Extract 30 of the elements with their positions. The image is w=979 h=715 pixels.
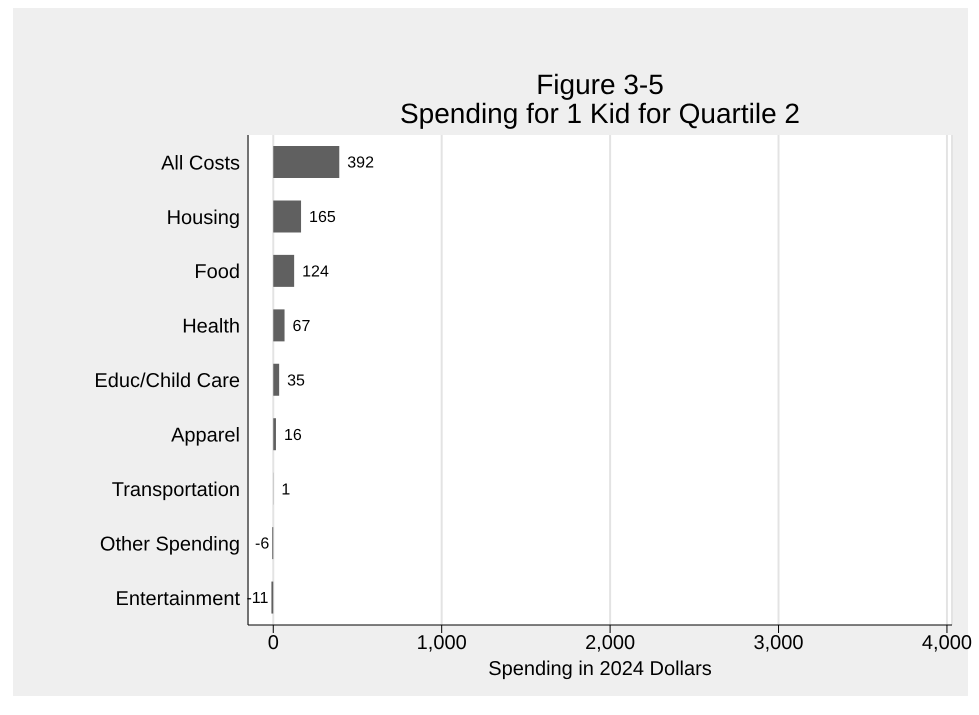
x-tick-label: 2,000 xyxy=(585,632,636,654)
bar xyxy=(273,364,280,396)
x-tick-label: 0 xyxy=(268,632,279,654)
y-tick-label: Housing xyxy=(166,206,240,229)
x-tick-label: 4,000 xyxy=(922,632,972,654)
y-tick-label: All Costs xyxy=(161,152,240,174)
x-axis-title: Spending in 2024 Dollars xyxy=(488,658,712,680)
data-label: 392 xyxy=(347,154,374,172)
y-tick-label: Transportation xyxy=(112,478,240,501)
data-label: -6 xyxy=(255,536,270,553)
bar xyxy=(273,200,302,232)
data-label: 16 xyxy=(284,426,302,444)
data-label: 1 xyxy=(281,481,290,498)
bar xyxy=(273,146,340,178)
y-tick-label: Health xyxy=(182,316,240,338)
x-tick-label: 1,000 xyxy=(416,632,467,654)
data-label: 67 xyxy=(292,318,310,335)
y-tick-label: Food xyxy=(194,261,240,284)
y-tick-label: Entertainment xyxy=(115,588,240,610)
x-tick-label: 3,000 xyxy=(753,632,804,654)
data-label: 35 xyxy=(287,372,306,390)
data-label: 165 xyxy=(309,209,336,226)
bar xyxy=(273,309,285,342)
y-tick-label: Educ/Child Care xyxy=(94,370,240,392)
bar xyxy=(273,254,294,287)
y-tick-label: Other Spending xyxy=(100,533,240,556)
data-label: 124 xyxy=(302,263,329,280)
bar xyxy=(273,418,276,450)
y-tick-label: Apparel xyxy=(171,424,240,447)
chart-title: Figure 3-5 xyxy=(535,69,665,100)
